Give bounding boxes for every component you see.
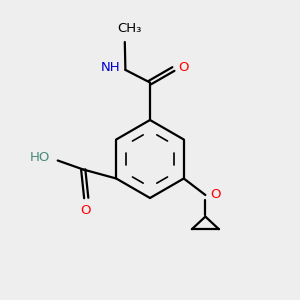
Text: CH₃: CH₃	[118, 22, 142, 35]
Text: NH: NH	[100, 61, 120, 74]
Text: O: O	[178, 61, 188, 74]
Text: O: O	[80, 204, 91, 217]
Text: HO: HO	[30, 151, 50, 164]
Text: O: O	[211, 188, 221, 202]
